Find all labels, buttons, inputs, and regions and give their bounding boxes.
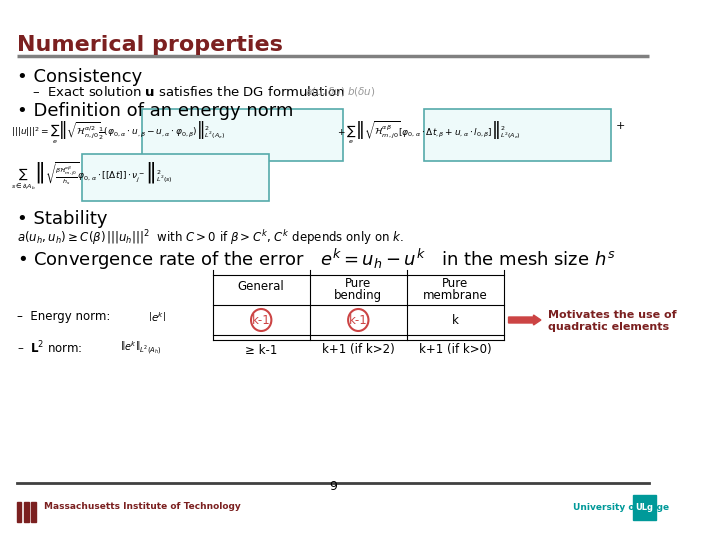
FancyBboxPatch shape <box>424 109 611 161</box>
Text: • Definition of an energy norm: • Definition of an energy norm <box>17 102 293 120</box>
Text: membrane: membrane <box>423 289 487 302</box>
FancyArrow shape <box>508 315 541 325</box>
Text: –  Exact solution $\mathbf{u}$ satisfies the DG formulation: – Exact solution $\mathbf{u}$ satisfies … <box>32 85 346 99</box>
Text: $\left| e^k \right|$: $\left| e^k \right|$ <box>148 310 166 324</box>
Text: 9: 9 <box>329 480 337 493</box>
Text: ≥ k-1: ≥ k-1 <box>245 343 277 356</box>
Text: Numerical properties: Numerical properties <box>17 35 282 55</box>
Bar <box>634 495 657 520</box>
Text: $a(u, \delta u)$: $a(u, \delta u)$ <box>305 85 346 98</box>
Text: k-1: k-1 <box>349 314 368 327</box>
Text: Massachusetts Institute of Technology: Massachusetts Institute of Technology <box>45 502 241 511</box>
Text: • Stability: • Stability <box>17 210 107 228</box>
Text: • Convergence rate of the error   $e^k = u_h - u^k$   in the mesh size $h^s$: • Convergence rate of the error $e^k = u… <box>17 247 615 272</box>
FancyBboxPatch shape <box>82 154 269 201</box>
Text: –  Energy norm:: – Energy norm: <box>17 310 110 323</box>
Text: k+1 (if k>2): k+1 (if k>2) <box>322 343 395 356</box>
Text: $+\; \sum_e \left\| \sqrt{\mathcal{H}_{m,j0}^{\alpha\beta}} [\varphi_{0,\alpha} : $+\; \sum_e \left\| \sqrt{\mathcal{H}_{m… <box>338 120 521 146</box>
Text: $b(\delta u)$: $b(\delta u)$ <box>347 85 375 98</box>
Text: bending: bending <box>334 289 382 302</box>
Bar <box>32 502 36 522</box>
Text: k: k <box>452 314 459 327</box>
Text: General: General <box>238 280 284 293</box>
Text: ULg: ULg <box>636 503 654 512</box>
Text: $a(u_h, u_h) \geq C(\beta)\, |||u_h|||^2$  with $C>0$ if $\beta > C^k$, $C^k$ de: $a(u_h, u_h) \geq C(\beta)\, |||u_h|||^2… <box>17 228 404 247</box>
Text: k-1: k-1 <box>252 314 271 327</box>
FancyBboxPatch shape <box>143 109 343 161</box>
Bar <box>17 502 22 522</box>
Text: $|||u|||^2 = \sum_e \left\| \sqrt{\mathcal{H}_{n,j0}^{\alpha/2}} \frac{1}{2}(\va: $|||u|||^2 = \sum_e \left\| \sqrt{\mathc… <box>11 120 225 146</box>
Text: –  $\mathbf{L}^2$ norm:: – $\mathbf{L}^2$ norm: <box>17 340 82 356</box>
Text: $\left\| e^k \right\|_{L^2(A_h)}$: $\left\| e^k \right\|_{L^2(A_h)}$ <box>120 340 162 357</box>
Text: Pure: Pure <box>442 277 469 290</box>
Text: k+1 (if k>0): k+1 (if k>0) <box>419 343 492 356</box>
Bar <box>24 502 29 522</box>
Text: $+$: $+$ <box>615 120 625 131</box>
Text: Motivates the use of
quadratic elements: Motivates the use of quadratic elements <box>549 310 677 332</box>
Text: Pure: Pure <box>345 277 372 290</box>
Text: University of Liège: University of Liège <box>573 502 670 511</box>
Text: • Consistency: • Consistency <box>17 68 142 86</box>
Text: $\sum_{s \in \partial_i A_b} \left\| \sqrt{\frac{\beta \mathcal{H}_{m,j0}^{\alph: $\sum_{s \in \partial_i A_b} \left\| \sq… <box>11 160 173 192</box>
